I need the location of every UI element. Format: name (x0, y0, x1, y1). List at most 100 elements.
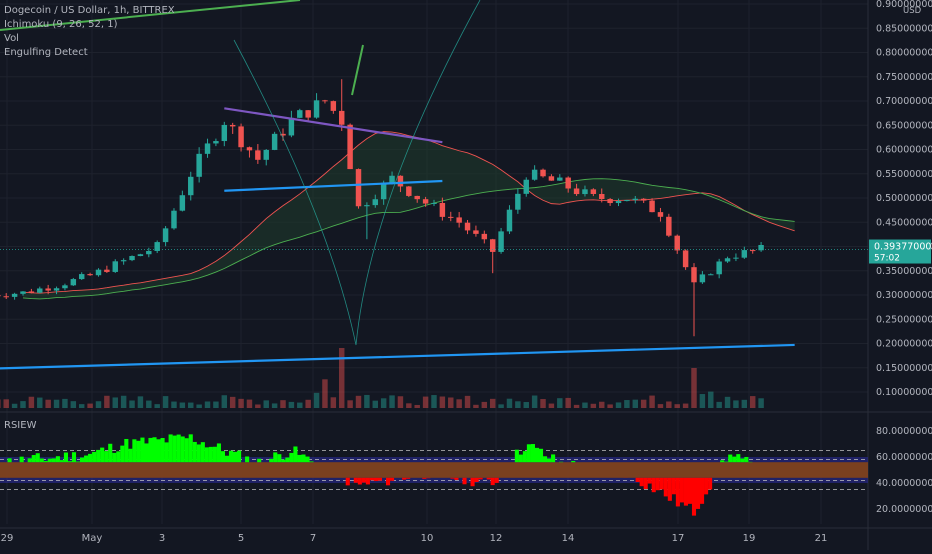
candle-body (330, 101, 337, 111)
candle-body (162, 228, 169, 243)
senkou-a-line (22, 131, 795, 294)
volume-bar (305, 399, 311, 408)
candle-body (724, 258, 731, 262)
volume-bar (229, 396, 236, 408)
candle-body (615, 201, 622, 204)
price-tick-label: 0.45000000 (876, 217, 932, 228)
candle-body (515, 193, 521, 210)
candle-body (246, 147, 253, 151)
time-tick-label: 29 (1, 533, 14, 544)
senkou-b-line (22, 178, 795, 300)
candle-body (473, 230, 479, 234)
cloud-fill (23, 131, 795, 299)
volume-bar (297, 402, 303, 408)
candle-body (87, 274, 93, 276)
candle-body (389, 175, 395, 183)
volume-bar (431, 395, 437, 408)
indicator-vol[interactable]: Vol (4, 33, 19, 44)
indicator-engulfing[interactable]: Engulfing Detect (4, 47, 88, 58)
volume-bar (758, 398, 764, 408)
time-tick-label: 3 (159, 533, 165, 544)
price-tick-label: 0.75000000 (876, 72, 932, 83)
price-tick-label: 0.90000000 (876, 0, 932, 10)
time-tick-label: 17 (672, 533, 685, 544)
volume-bar (548, 403, 555, 408)
volume-bar (724, 396, 731, 408)
symbol-title[interactable]: Dogecoin / US Dollar, 1h, BITTREX (4, 5, 175, 16)
candle-body (523, 179, 529, 194)
candle-body (28, 291, 35, 293)
candle-body (313, 100, 320, 118)
candle-body (297, 110, 303, 118)
volume-bar (531, 395, 538, 408)
rsi-panel (0, 434, 868, 516)
volume-bar (473, 404, 479, 408)
volume-bar (515, 401, 521, 408)
volume-bar (45, 399, 51, 408)
candle-body (691, 267, 697, 283)
volume-bar (607, 404, 613, 408)
candle-body (53, 288, 60, 291)
candle-body (120, 260, 127, 262)
price-tick-label: 0.20000000 (876, 339, 932, 350)
drawing-overlays[interactable] (0, 0, 868, 370)
volume-bar (565, 397, 571, 408)
candle-body (271, 133, 278, 150)
price-tick-label: 0.30000000 (876, 290, 932, 301)
volume-bar (557, 398, 563, 408)
volume-bar (489, 398, 496, 408)
volume-bar (406, 403, 412, 408)
candle-body (305, 110, 311, 118)
candle-body (582, 189, 588, 195)
candle-body (95, 269, 102, 276)
candle-body (3, 296, 9, 298)
candle-body (565, 177, 571, 189)
time-tick-label: 12 (490, 533, 503, 544)
volume-bar (62, 398, 68, 408)
candle-body (45, 288, 51, 291)
trendline-blue (0, 343, 795, 370)
volume-bar (749, 396, 756, 408)
volume-bar (389, 395, 395, 408)
candle-body (11, 293, 18, 297)
volume-bar (439, 396, 446, 408)
volume-bar (330, 397, 337, 408)
volume-bar (347, 400, 353, 408)
candle-body (632, 198, 639, 201)
candle-body (548, 176, 555, 181)
volume-bar (640, 399, 647, 408)
candle-body (204, 143, 211, 154)
volume-bar (590, 403, 597, 408)
candle-body (414, 195, 420, 200)
rsi-band-inner (0, 462, 868, 478)
candle-body (347, 124, 353, 170)
volume-bar (146, 400, 152, 408)
candle-body (146, 250, 152, 255)
candle-body (481, 233, 488, 240)
rsi-panel-label[interactable]: RSIEW (4, 420, 37, 431)
volume-bar (615, 402, 622, 408)
candle-body (540, 169, 546, 177)
candle-body (364, 205, 370, 207)
candle-body (372, 199, 379, 206)
last-price-value: 0.39377000 (874, 242, 931, 253)
candle-body (20, 291, 26, 294)
volume-bar (263, 400, 269, 408)
volume-bar (632, 399, 639, 408)
volume-bar (414, 404, 420, 408)
candle-body (171, 210, 177, 229)
volume-bar (506, 398, 513, 408)
indicator-ichimoku[interactable]: Ichimoku (9, 26, 52, 1) (4, 19, 118, 30)
time-tick-label: 14 (562, 533, 575, 544)
volume-bar (355, 395, 362, 408)
volume-bar (624, 400, 630, 408)
candle-body (649, 200, 655, 213)
candle-body (380, 182, 387, 200)
candles (0, 79, 764, 337)
candle-body (288, 117, 295, 136)
volume-bar (313, 392, 320, 408)
